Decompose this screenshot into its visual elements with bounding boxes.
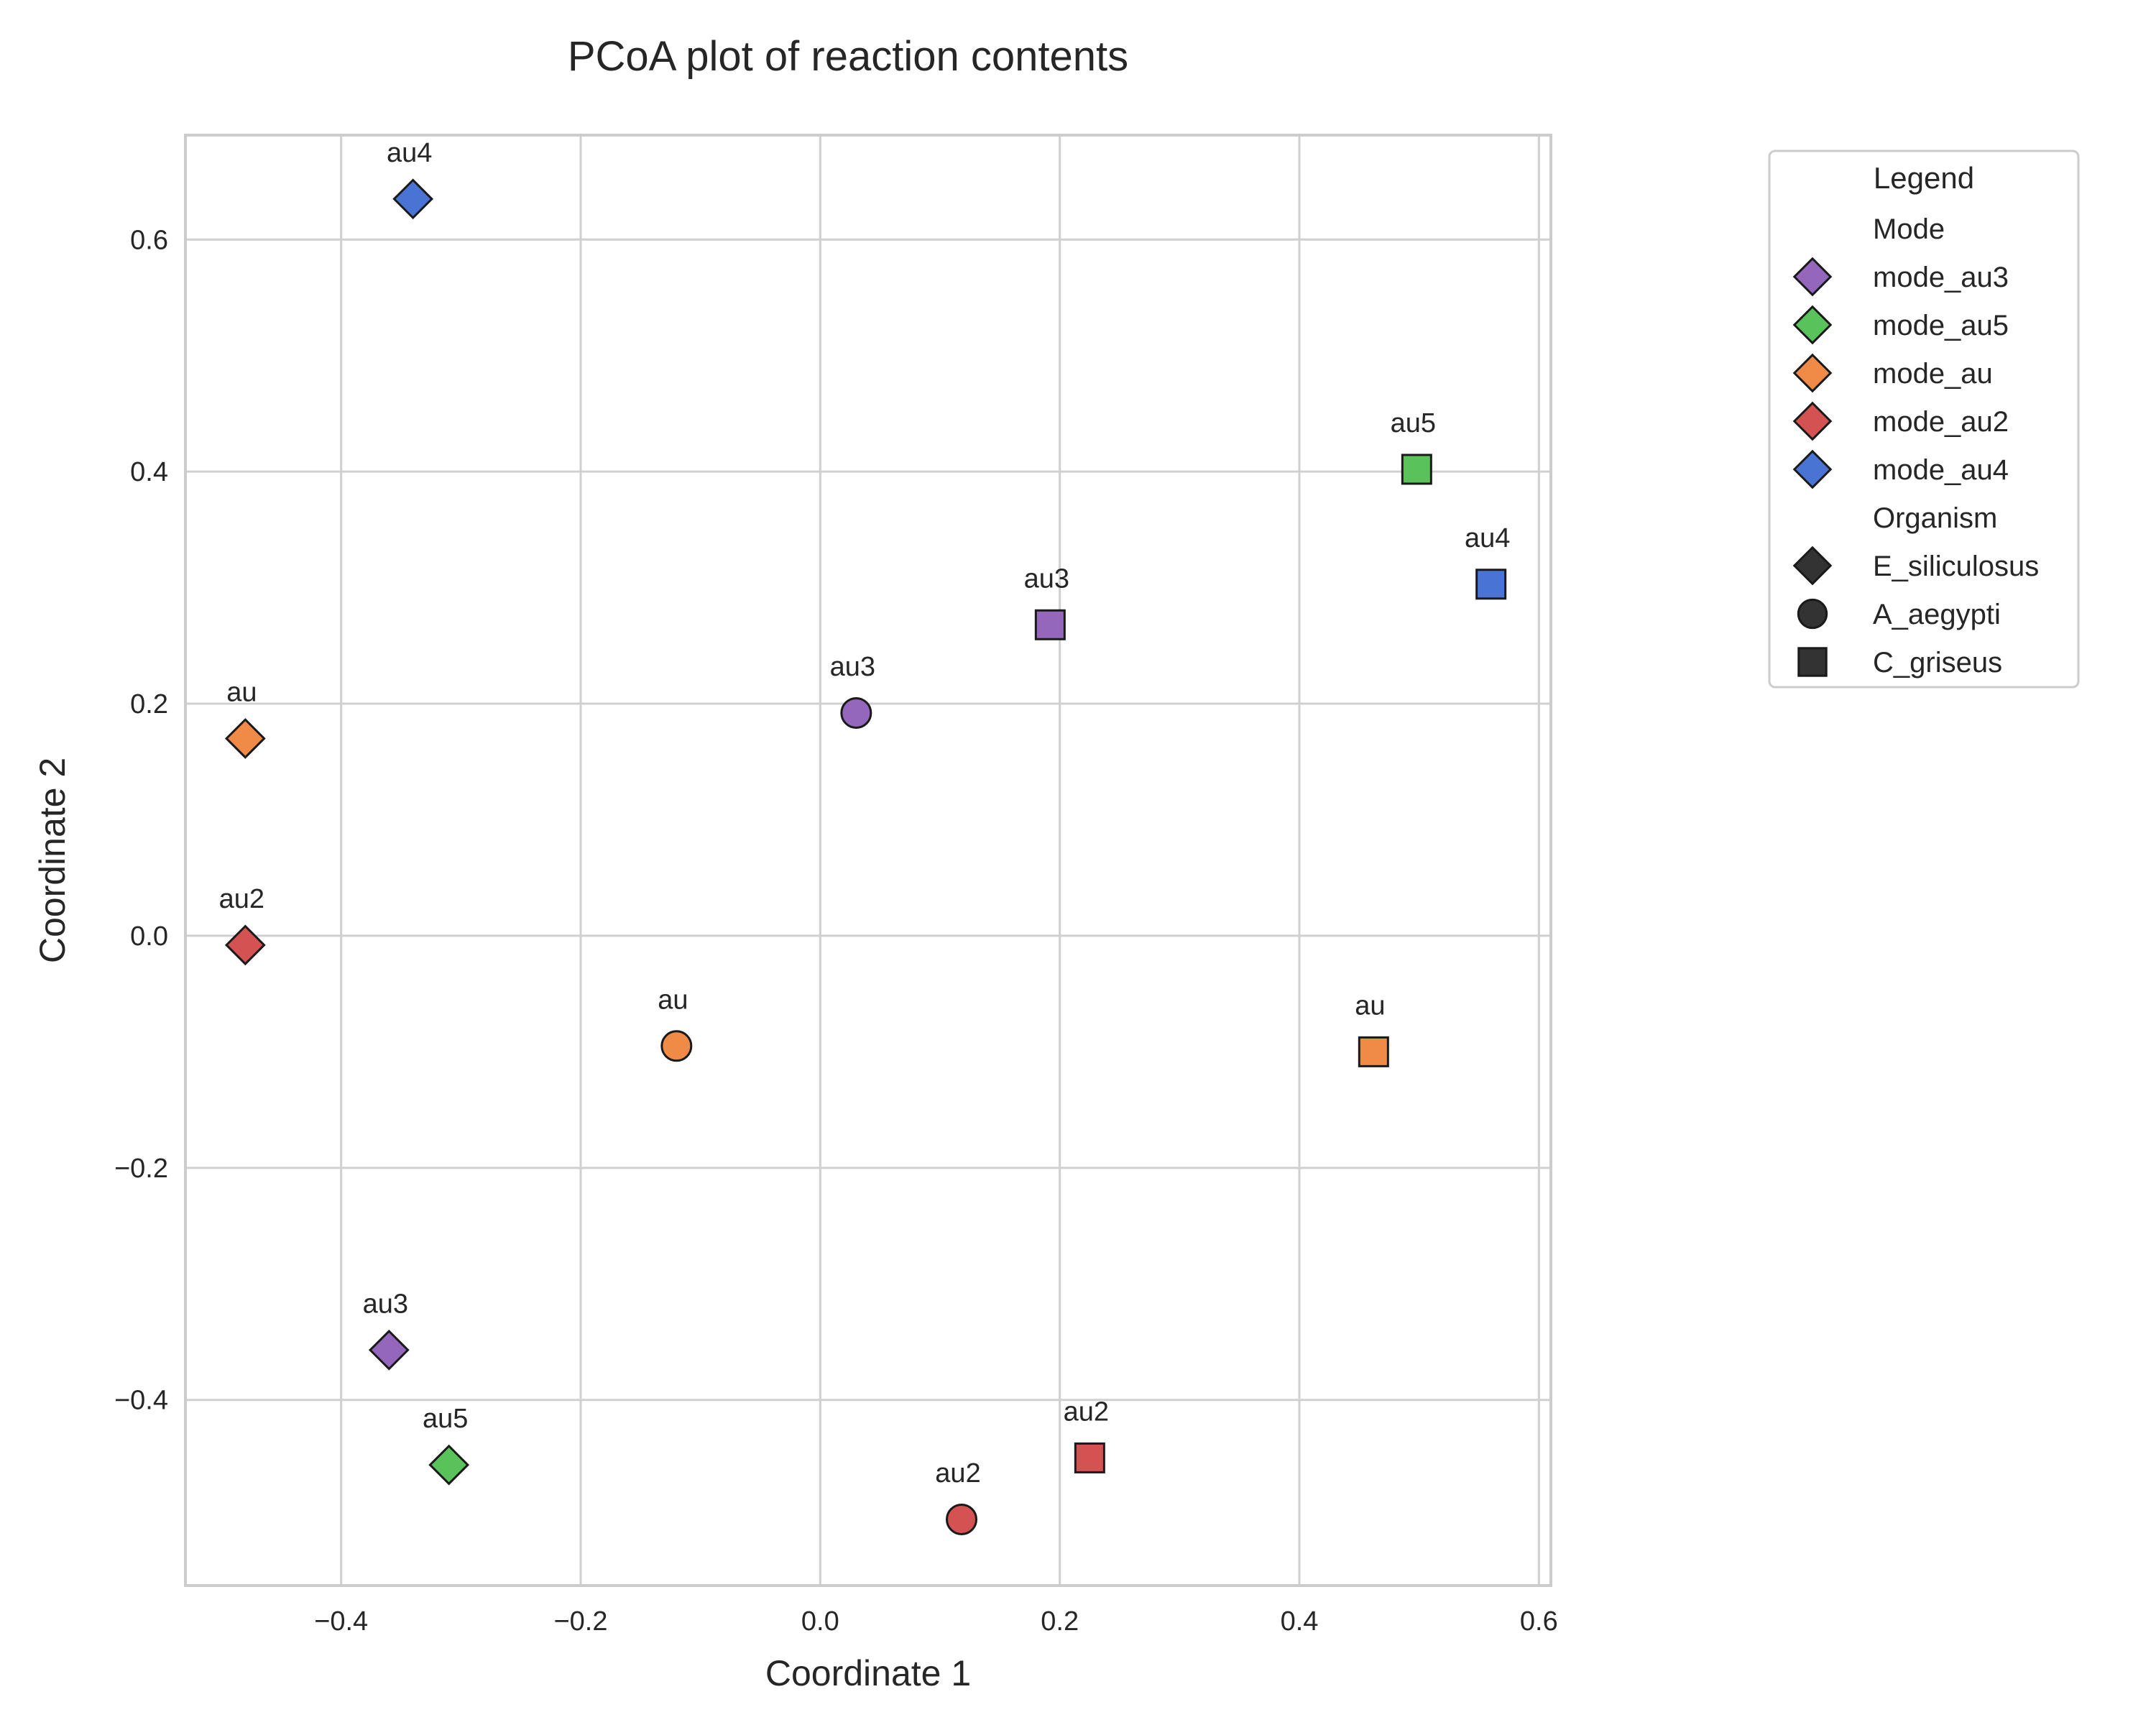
point-label: au5 bbox=[1391, 408, 1436, 438]
point-label: au2 bbox=[1064, 1397, 1109, 1427]
data-point-square bbox=[1358, 1036, 1389, 1067]
x-axis-label: Coordinate 1 bbox=[765, 1653, 971, 1693]
data-point-diamond bbox=[224, 718, 266, 759]
point-label: au4 bbox=[387, 138, 432, 168]
point-label: au3 bbox=[830, 652, 875, 682]
y-tick-label: −0.4 bbox=[114, 1386, 168, 1416]
y-tick-labels: −0.4 −0.2 0.0 0.2 0.4 0.6 bbox=[114, 225, 168, 1415]
point-label: au3 bbox=[363, 1289, 408, 1319]
legend-entry-mode_au: mode_au bbox=[1873, 358, 1993, 390]
y-tick-label: 0.2 bbox=[130, 689, 168, 719]
point-label: au3 bbox=[1024, 564, 1069, 594]
legend-items: Mode mode_au3 mode_au5 mode_au mode_au2 mode_… bbox=[1792, 213, 2039, 678]
point-label: au4 bbox=[1465, 523, 1510, 553]
x-tick-labels: −0.4 −0.2 0.0 0.2 0.4 0.6 bbox=[314, 1606, 1558, 1637]
legend-title: Legend bbox=[1874, 161, 1974, 195]
data-point-square bbox=[1475, 569, 1507, 600]
legend-entry-E_siliculosus: E_siliculosus bbox=[1873, 551, 2039, 582]
legend: Legend Mode mode_au3 mode_au5 mode_au mode_a… bbox=[1768, 150, 2080, 689]
point-label: au5 bbox=[423, 1404, 468, 1434]
legend-marker-C_griseus bbox=[1797, 647, 1828, 677]
point-label: au bbox=[226, 677, 257, 707]
legend-entry-mode_au3: mode_au3 bbox=[1873, 262, 2009, 293]
x-tick-label: 0.2 bbox=[1041, 1606, 1079, 1637]
legend-entry-mode_au5: mode_au5 bbox=[1873, 310, 2009, 341]
x-tick-label: −0.4 bbox=[314, 1606, 368, 1637]
chart-title: PCoA plot of reaction contents bbox=[568, 33, 1128, 80]
legend-marker-mode_au3 bbox=[1792, 257, 1833, 297]
point-label: au bbox=[658, 985, 688, 1015]
legend-mode-header: Mode bbox=[1873, 213, 1945, 245]
legend-marker-mode_au4 bbox=[1792, 449, 1833, 489]
legend-entry-mode_au4: mode_au4 bbox=[1873, 454, 2009, 486]
data-point-circle bbox=[660, 1030, 693, 1062]
data-points: au4 au au2 au3 au5 au au3 au2 au3 au2 au au5 au4 bbox=[219, 138, 1510, 1535]
data-point-diamond bbox=[392, 178, 434, 220]
data-point-diamond bbox=[368, 1329, 410, 1371]
y-tick-label: 0.6 bbox=[130, 225, 168, 255]
legend-marker-mode_au5 bbox=[1792, 305, 1833, 345]
legend-marker-E_siliculosus bbox=[1792, 546, 1833, 586]
point-label: au bbox=[1355, 990, 1385, 1021]
data-point-square bbox=[1074, 1442, 1105, 1473]
plot-frame bbox=[184, 134, 1552, 1587]
legend-marker-mode_au bbox=[1792, 353, 1833, 393]
grid bbox=[185, 135, 1551, 1586]
x-tick-label: 0.6 bbox=[1520, 1606, 1558, 1637]
point-label: au2 bbox=[935, 1458, 980, 1489]
data-point-square bbox=[1401, 454, 1432, 485]
point-label: au2 bbox=[219, 884, 264, 914]
x-tick-label: −0.2 bbox=[553, 1606, 607, 1637]
legend-marker-mode_au2 bbox=[1792, 401, 1833, 441]
x-tick-label: 0.4 bbox=[1281, 1606, 1319, 1637]
x-tick-label: 0.0 bbox=[801, 1606, 839, 1637]
legend-marker-A_aegypti bbox=[1797, 598, 1828, 630]
legend-entry-A_aegypti: A_aegypti bbox=[1873, 599, 2001, 630]
data-point-square bbox=[1034, 609, 1066, 640]
data-point-diamond bbox=[428, 1444, 470, 1486]
legend-box bbox=[1768, 150, 2080, 689]
y-tick-label: −0.2 bbox=[114, 1154, 168, 1184]
data-point-circle bbox=[946, 1503, 977, 1535]
data-point-circle bbox=[840, 696, 872, 729]
legend-organism-header: Organism bbox=[1873, 502, 1997, 534]
y-tick-label: 0.0 bbox=[130, 921, 168, 952]
y-axis-label: Coordinate 2 bbox=[32, 758, 73, 963]
y-tick-label: 0.4 bbox=[130, 457, 168, 487]
legend-entry-mode_au2: mode_au2 bbox=[1873, 406, 2009, 438]
data-point-diamond bbox=[224, 924, 266, 966]
legend-entry-C_griseus: C_griseus bbox=[1873, 647, 2002, 678]
